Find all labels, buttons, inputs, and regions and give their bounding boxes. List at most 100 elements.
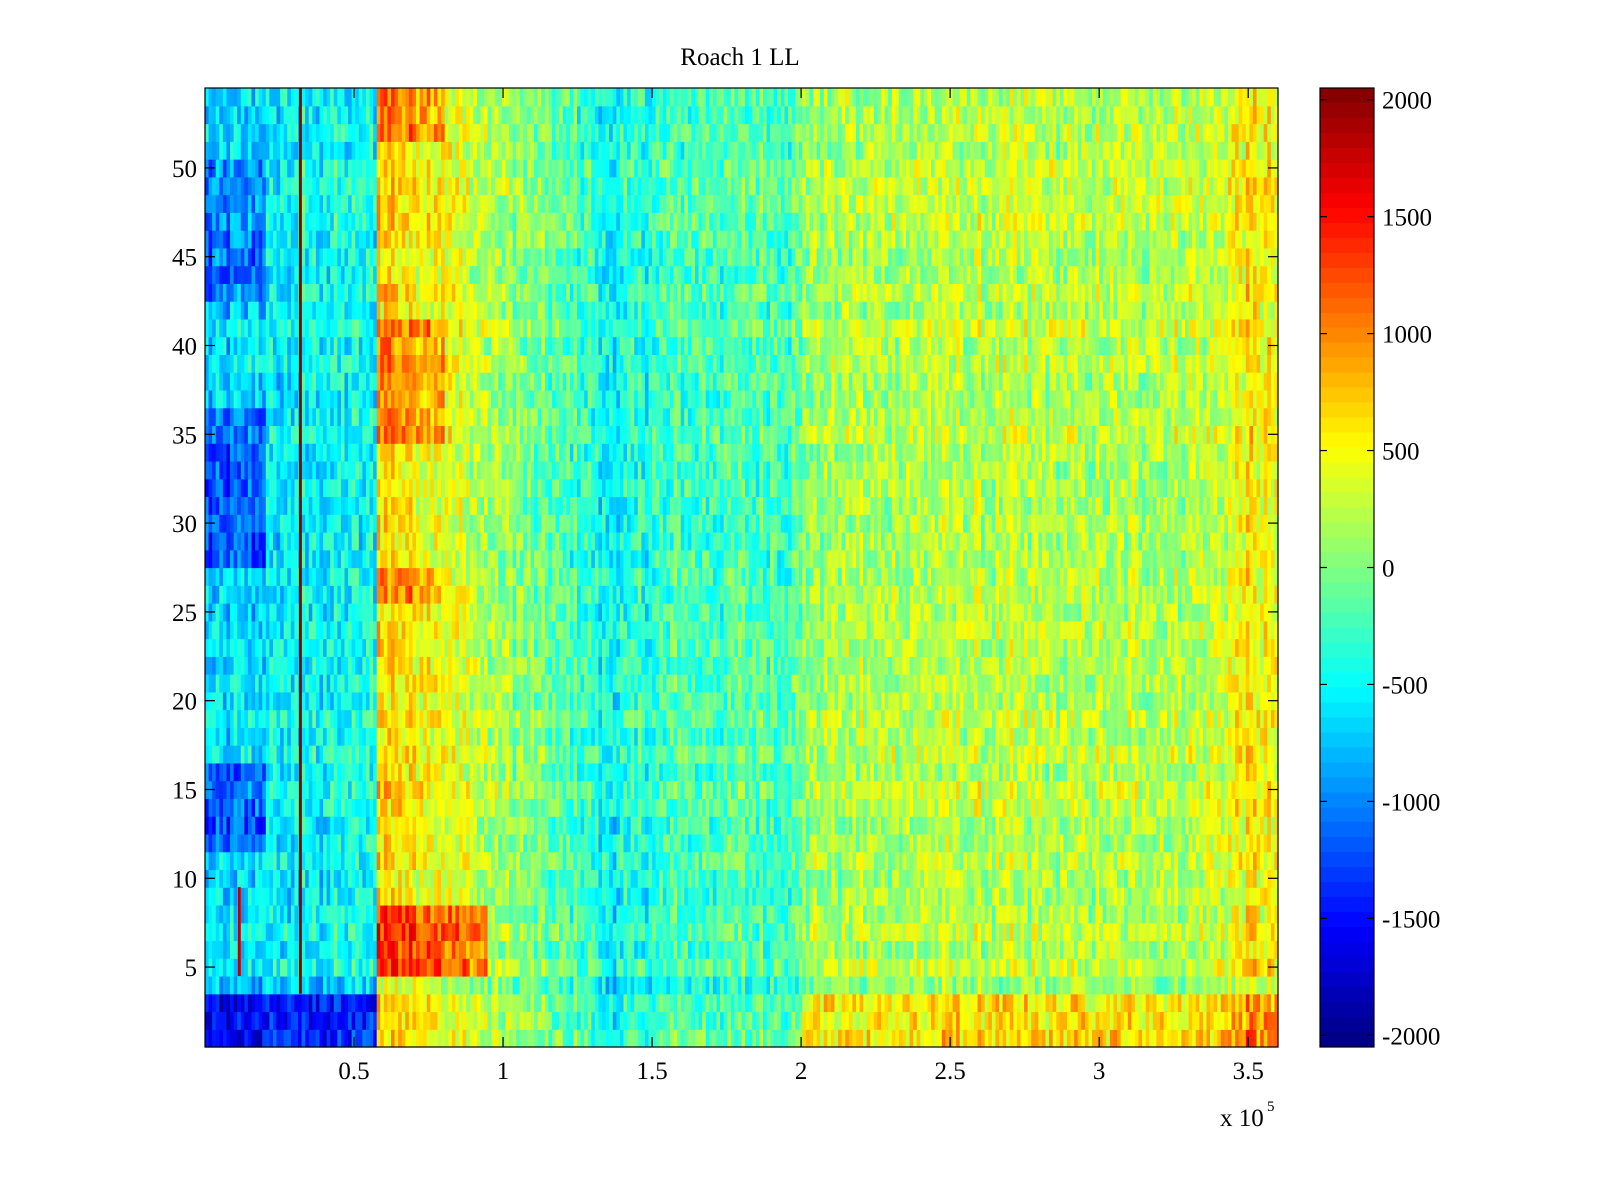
heatmap-cell (795, 975, 800, 995)
heatmap-cell (469, 816, 474, 835)
heatmap-cell (1195, 780, 1200, 799)
heatmap-cell (684, 940, 689, 959)
heatmap-cell (823, 1011, 828, 1030)
heatmap-cell (716, 745, 721, 764)
heatmap-cell (290, 940, 296, 959)
heatmap-cell (301, 887, 306, 906)
heatmap-cell (1045, 922, 1050, 942)
heatmap-cell (830, 922, 836, 942)
heatmap-cell (852, 1029, 857, 1048)
heatmap-cell (984, 1029, 989, 1048)
heatmap-cell (1084, 833, 1090, 853)
heatmap-cell (873, 922, 879, 942)
heatmap-cell (340, 1011, 346, 1030)
heatmap-cell (852, 869, 857, 888)
heatmap-cell (702, 869, 707, 888)
heatmap-cell (845, 762, 850, 782)
heatmap-cell (516, 798, 521, 817)
heatmap-cell (662, 887, 667, 906)
heatmap-cell (737, 958, 743, 977)
heatmap-cell (988, 887, 993, 906)
heatmap-cell (762, 940, 768, 959)
heatmap-cell (605, 869, 610, 888)
heatmap-cell (1231, 798, 1236, 817)
heatmap-cell (1070, 993, 1075, 1013)
heatmap-cell (469, 1029, 474, 1048)
heatmap-cell (462, 958, 467, 977)
heatmap-cell (448, 993, 453, 1013)
heatmap-cell (505, 762, 510, 782)
heatmap-cell (523, 1011, 528, 1030)
heatmap-cell (1249, 851, 1254, 871)
heatmap-cell (795, 816, 800, 835)
heatmap-cell (623, 993, 628, 1013)
heatmap-cell (330, 798, 335, 817)
heatmap-cell (537, 993, 542, 1013)
heatmap-cell (1084, 904, 1090, 924)
heatmap-cell (884, 975, 889, 995)
heatmap-cell (1199, 798, 1204, 817)
heatmap-cell (290, 780, 296, 799)
heatmap-cell (788, 1029, 793, 1048)
heatmap-cell (433, 975, 439, 995)
heatmap-cell (294, 958, 299, 977)
heatmap-cell (977, 1029, 982, 1048)
heatmap-cell (673, 904, 678, 924)
heatmap-cell (319, 922, 324, 942)
heatmap-cell (537, 851, 542, 871)
heatmap-cell (852, 993, 857, 1013)
heatmap-cell (598, 904, 603, 924)
heatmap-cell (634, 816, 639, 835)
heatmap-cell (1034, 975, 1039, 995)
heatmap-cell (355, 851, 360, 871)
heatmap-cell (312, 1029, 317, 1048)
heatmap-cell (480, 1029, 485, 1048)
heatmap-cell (855, 940, 861, 959)
heatmap-cell (1270, 922, 1276, 942)
heatmap-cell (1063, 975, 1068, 995)
heatmap-cell (376, 975, 381, 995)
heatmap-cell (1188, 904, 1193, 924)
heatmap-cell (541, 833, 546, 853)
heatmap-cell (244, 958, 249, 977)
heatmap-cell (619, 975, 625, 995)
heatmap-cell (1235, 833, 1240, 853)
heatmap-cell (641, 975, 646, 995)
heatmap-cell (902, 798, 907, 817)
heatmap-cell (412, 851, 417, 871)
heatmap-cell (448, 816, 453, 835)
heatmap-cell (1020, 816, 1025, 835)
heatmap-cell (480, 887, 485, 906)
heatmap-cell (398, 762, 403, 782)
heatmap-cell (1106, 851, 1111, 871)
heatmap-cell (956, 798, 961, 817)
heatmap-cell (516, 922, 521, 942)
heatmap-cell (1142, 922, 1147, 942)
heatmap-cell (416, 833, 421, 853)
heatmap-cell (1170, 869, 1175, 888)
heatmap-cell (634, 904, 639, 924)
heatmap-cell (609, 851, 614, 871)
heatmap-cell (569, 993, 574, 1013)
heatmap-cell (365, 780, 371, 799)
heatmap-cell (791, 958, 796, 977)
heatmap-cell (487, 958, 492, 977)
heatmap-cell (1145, 869, 1150, 888)
heatmap-cell (1031, 798, 1036, 817)
heatmap-cell (630, 1011, 635, 1030)
heatmap-cell (1059, 940, 1064, 959)
heatmap-cell (780, 762, 786, 782)
heatmap-cell (723, 958, 728, 977)
heatmap-cell (394, 975, 399, 995)
heatmap-cell (1210, 1029, 1215, 1048)
heatmap-cell (1274, 762, 1279, 782)
heatmap-cell (759, 1011, 764, 1030)
heatmap-cell (762, 993, 768, 1013)
heatmap-cell (916, 940, 921, 959)
heatmap-cell (222, 993, 228, 1013)
heatmap-cell (802, 922, 807, 942)
heatmap-cell (798, 869, 803, 888)
heatmap-cell (437, 745, 442, 764)
heatmap-cell (791, 780, 796, 799)
heatmap-cell (977, 887, 982, 906)
